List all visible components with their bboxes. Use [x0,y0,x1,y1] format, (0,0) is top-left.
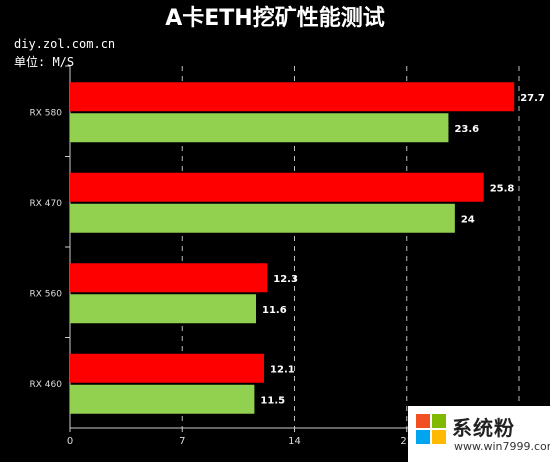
x-tick-label: 0 [67,436,73,447]
logo-tile-green [432,414,446,428]
y-tick-label: RX 470 [30,199,63,209]
bar [70,82,515,112]
watermark-brand: 系统粉 [452,416,515,440]
y-tick-label: RX 460 [30,380,63,390]
data-label: 11.5 [260,395,285,406]
x-tick-label: 14 [288,436,301,447]
logo-tile-blue [416,430,430,444]
x-tick-label: 21 [400,436,413,447]
data-label: 24 [461,214,475,225]
logo-tile-yellow [432,430,446,444]
bar [70,172,484,202]
source-text: diy.zol.com.cn [14,37,116,51]
bar [70,294,257,324]
data-label: 25.8 [490,183,515,194]
y-tick-label: RX 580 [30,108,63,118]
x-tick-label: 7 [179,436,185,447]
bar [70,384,255,414]
windows-logo-icon [416,414,446,444]
bar [70,203,455,233]
bar [70,263,268,293]
data-label: 23.6 [454,124,479,135]
data-label: 12.3 [273,274,298,285]
y-tick-label: RX 560 [30,289,63,299]
unit-label: 单位: M/S [14,55,75,69]
logo-tile-red [416,414,430,428]
data-label: 12.1 [270,364,295,375]
watermark: 系统粉 www.win7999.com [408,406,550,462]
bar [70,353,265,383]
watermark-url: www.win7999.com [454,440,550,453]
bar [70,113,449,143]
chart-title: A卡ETH挖矿性能测试 [165,6,385,31]
data-label: 27.7 [520,93,545,104]
data-label: 11.6 [262,305,287,316]
